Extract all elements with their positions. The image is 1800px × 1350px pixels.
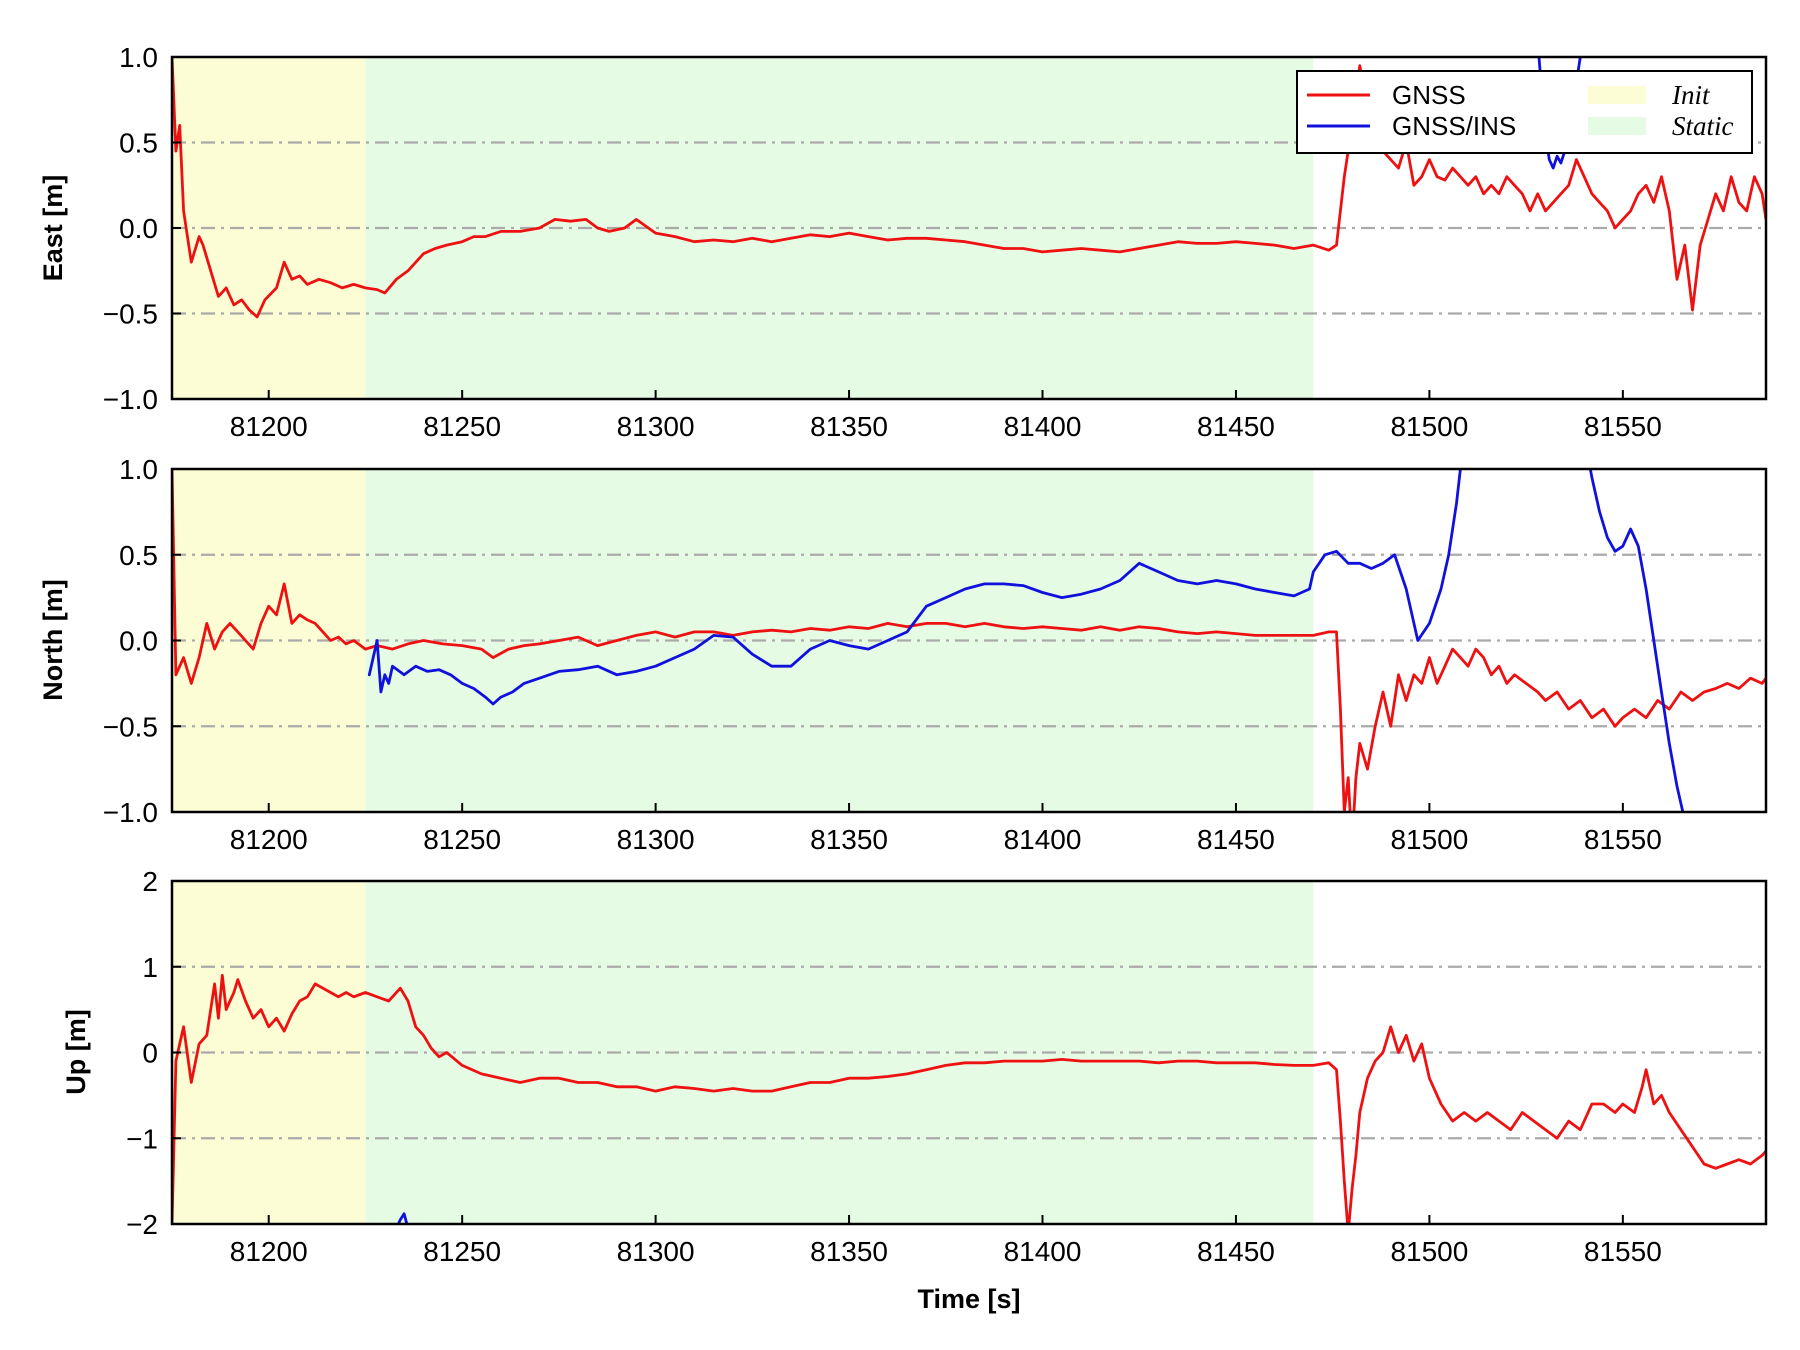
- x-tick-label: 81500: [1390, 1236, 1468, 1267]
- series-gnss-up: [172, 973, 1766, 1224]
- series-gnss-north: [172, 469, 1766, 812]
- y-tick-label: −2: [126, 1209, 158, 1240]
- x-tick-label: 81500: [1390, 411, 1468, 442]
- legend-label-gnss: GNSS: [1392, 80, 1466, 110]
- y-tick-label: 1.0: [119, 42, 158, 73]
- y-tick-label: −0.5: [103, 299, 158, 330]
- y-tick-label: 1.0: [119, 454, 158, 485]
- x-tick-label: 81350: [810, 1236, 888, 1267]
- x-tick-label: 81550: [1584, 411, 1662, 442]
- x-tick-label: 81200: [230, 411, 308, 442]
- y-tick-label: −0.5: [103, 711, 158, 742]
- legend-label-init: Init: [1671, 80, 1711, 110]
- x-tick-label: 81200: [230, 824, 308, 855]
- x-axis-title: Time [s]: [917, 1284, 1020, 1314]
- panel-east: 81200 81250 81300 81350 81400 81450 81500 81550…: [38, 42, 1768, 442]
- x-tick-label: 81550: [1584, 1236, 1662, 1267]
- panel-east-ylabel: East [m]: [38, 175, 68, 282]
- y-tick-label: 2: [142, 866, 158, 897]
- legend-item-init: Init: [1588, 80, 1711, 110]
- x-tick-label: 81250: [423, 1236, 501, 1267]
- series-gnss-ins-north: [1588, 469, 1685, 812]
- y-tick-label: −1.0: [103, 797, 158, 828]
- series-gnss-ins-north: [367, 469, 1462, 706]
- panel-north: 81200 81250 81300 81350 81400 81450 81500 81550…: [38, 454, 1768, 855]
- x-tick-label: 81250: [423, 824, 501, 855]
- x-tick-label: 81450: [1197, 411, 1275, 442]
- y-tick-label: −1: [126, 1123, 158, 1154]
- y-tick-label: 0.0: [119, 213, 158, 244]
- x-tick-label: 81400: [1004, 824, 1082, 855]
- series-gnss-ins-up: [396, 1212, 409, 1224]
- x-tick-label: 81500: [1390, 824, 1468, 855]
- y-tick-label: −1.0: [103, 384, 158, 415]
- x-tick-label: 81400: [1004, 411, 1082, 442]
- x-tick-label: 81450: [1197, 824, 1275, 855]
- series-gnss-east: [172, 57, 1766, 319]
- legend-swatch-init: [1588, 86, 1646, 104]
- legend-swatch-static: [1588, 117, 1646, 135]
- legend-item-gnss: GNSS: [1307, 80, 1466, 110]
- legend-item-gnss-ins: GNSS/INS: [1307, 111, 1516, 141]
- x-tick-label: 81300: [617, 824, 695, 855]
- y-tick-label: 0.0: [119, 626, 158, 657]
- x-tick-label: 81300: [617, 411, 695, 442]
- y-tick-label: 0.5: [119, 540, 158, 571]
- legend-box: [1296, 70, 1753, 154]
- panel-north-ylabel: North [m]: [38, 579, 68, 700]
- legend-label-static: Static: [1672, 111, 1734, 141]
- legend: GNSS GNSS/INS Init Static: [1296, 70, 1753, 154]
- x-tick-label: 81450: [1197, 1236, 1275, 1267]
- panel-up: 81200 81250 81300 81350 81400 81450 81500 81550…: [61, 866, 1768, 1267]
- legend-label-gnss-ins: GNSS/INS: [1392, 111, 1516, 141]
- panel-up-ylabel: Up [m]: [61, 1009, 91, 1094]
- x-tick-label: 81400: [1004, 1236, 1082, 1267]
- x-tick-label: 81250: [423, 411, 501, 442]
- x-tick-label: 81300: [617, 1236, 695, 1267]
- y-tick-label: 0: [142, 1038, 158, 1069]
- y-tick-label: 1: [142, 952, 158, 983]
- legend-item-static: Static: [1588, 111, 1734, 141]
- x-tick-label: 81200: [230, 1236, 308, 1267]
- y-tick-label: 0.5: [119, 128, 158, 159]
- x-tick-label: 81550: [1584, 824, 1662, 855]
- x-tick-label: 81350: [810, 824, 888, 855]
- x-tick-label: 81350: [810, 411, 888, 442]
